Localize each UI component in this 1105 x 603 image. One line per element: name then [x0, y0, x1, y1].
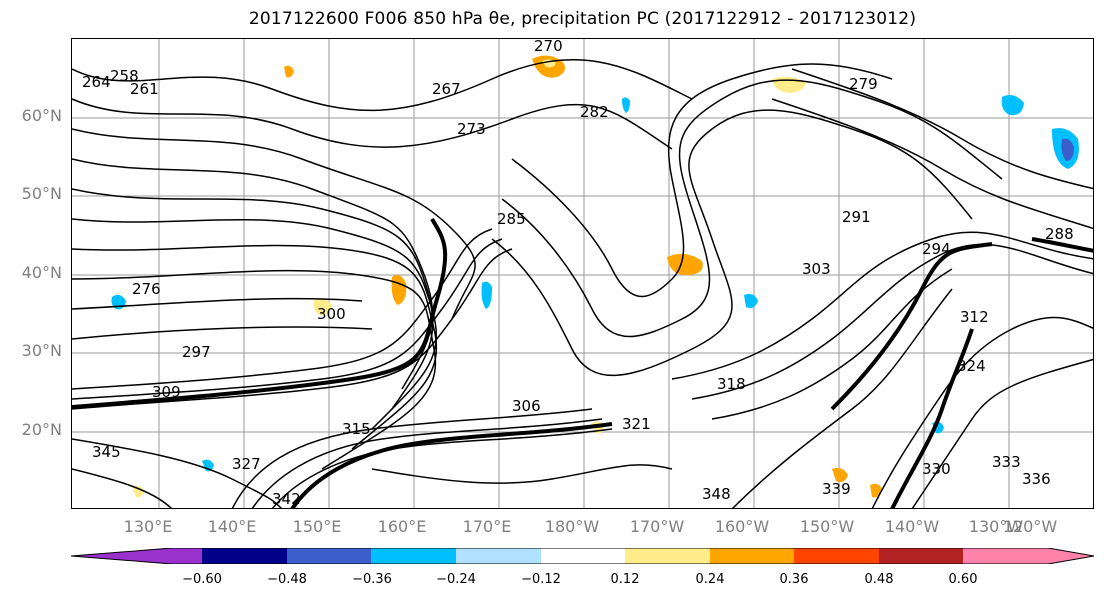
lon-label-130w: 130°W	[968, 517, 1024, 536]
lon-label-130e: 130°E	[123, 517, 173, 536]
contour-label: 273	[457, 120, 486, 138]
contour-label: 258	[110, 67, 139, 85]
colorbar-tick: −0.12	[521, 572, 561, 587]
contour-label: 291	[842, 208, 871, 226]
contour-label: 330	[922, 460, 951, 478]
contour-label: 321	[622, 415, 651, 433]
theta-e-contour-map: 264 267 270 273 276 279 282 285 288 291 …	[72, 39, 1093, 508]
lon-label-140e: 140°E	[207, 517, 257, 536]
contour-label: 297	[182, 343, 211, 361]
colorbar-swatch	[371, 548, 456, 564]
contour-label: 345	[92, 443, 121, 461]
theta-e-contours	[72, 58, 1093, 508]
contour-label: 339	[822, 480, 851, 498]
contour-label: 303	[802, 260, 831, 278]
contour-label: 315	[342, 420, 371, 438]
contour-label: 267	[432, 80, 461, 98]
contour-label: 309	[152, 383, 181, 401]
frontal-gradient-bands	[72, 217, 1093, 508]
lon-label-120w: 120°W	[1002, 517, 1058, 536]
colorbar-swatch	[287, 548, 371, 564]
contour-label: 312	[960, 308, 989, 326]
contour-label: 306	[512, 397, 541, 415]
colorbar-tick: 0.24	[695, 572, 725, 587]
lon-label-140w: 140°W	[884, 517, 940, 536]
lon-label-180w: 180°W	[544, 517, 600, 536]
colorbar-swatch	[794, 548, 879, 564]
contour-label: 342	[272, 490, 301, 508]
colorbar-tick: −0.60	[182, 572, 222, 587]
contour-label: 270	[534, 39, 563, 55]
colorbar-swatches	[70, 547, 1095, 565]
contour-label: 318	[717, 375, 746, 393]
colorbar-tick: 0.48	[864, 572, 894, 587]
lon-label-170e: 170°E	[462, 517, 512, 536]
colorbar-swatch	[541, 548, 625, 564]
contour-label: 327	[232, 455, 261, 473]
colorbar-swatch	[710, 548, 794, 564]
lon-label-150e: 150°E	[292, 517, 342, 536]
colorbar	[70, 547, 1095, 565]
lon-label-160w: 160°W	[714, 517, 770, 536]
map-title: 2017122600 F006 850 hPa θe, precipitatio…	[248, 9, 917, 29]
colorbar-tick: 0.36	[779, 572, 809, 587]
contour-label: 333	[992, 453, 1021, 471]
contour-label: 294	[922, 240, 951, 258]
colorbar-swatch	[456, 548, 541, 564]
contour-label: 264	[82, 73, 111, 91]
colorbar-swatch	[879, 548, 963, 564]
contour-label: 288	[1045, 225, 1074, 243]
colorbar-swatch	[963, 548, 1094, 564]
lat-label-50n: 50°N	[21, 184, 62, 203]
lon-label-170w: 170°W	[629, 517, 685, 536]
colorbar-tick: 0.60	[948, 572, 978, 587]
contour-label: 300	[317, 305, 346, 323]
lat-label-30n: 30°N	[21, 341, 62, 360]
colorbar-tick: 0.12	[610, 572, 640, 587]
contour-label: 282	[580, 103, 609, 121]
contour-label: 336	[1022, 470, 1051, 488]
colorbar-swatch	[71, 548, 202, 564]
lon-label-150w: 150°W	[799, 517, 855, 536]
lat-label-40n: 40°N	[21, 263, 62, 282]
lat-label-20n: 20°N	[21, 420, 62, 439]
contour-label: 348	[702, 485, 731, 503]
contour-label: 279	[849, 75, 878, 93]
contour-label: 276	[132, 280, 161, 298]
map-panel: 264 267 270 273 276 279 282 285 288 291 …	[71, 38, 1094, 509]
contour-label: 285	[497, 210, 526, 228]
contour-label: 324	[957, 357, 986, 375]
lon-label-160e: 160°E	[377, 517, 427, 536]
contour-value-labels: 264 267 270 273 276 279 282 285 288 291 …	[82, 39, 1074, 508]
colorbar-swatch	[625, 548, 710, 564]
contour-label: 261	[130, 80, 159, 98]
colorbar-swatch	[202, 548, 287, 564]
colorbar-tick: −0.36	[352, 572, 392, 587]
colorbar-tick: −0.24	[436, 572, 476, 587]
lat-label-60n: 60°N	[21, 106, 62, 125]
colorbar-tick: −0.48	[267, 572, 307, 587]
